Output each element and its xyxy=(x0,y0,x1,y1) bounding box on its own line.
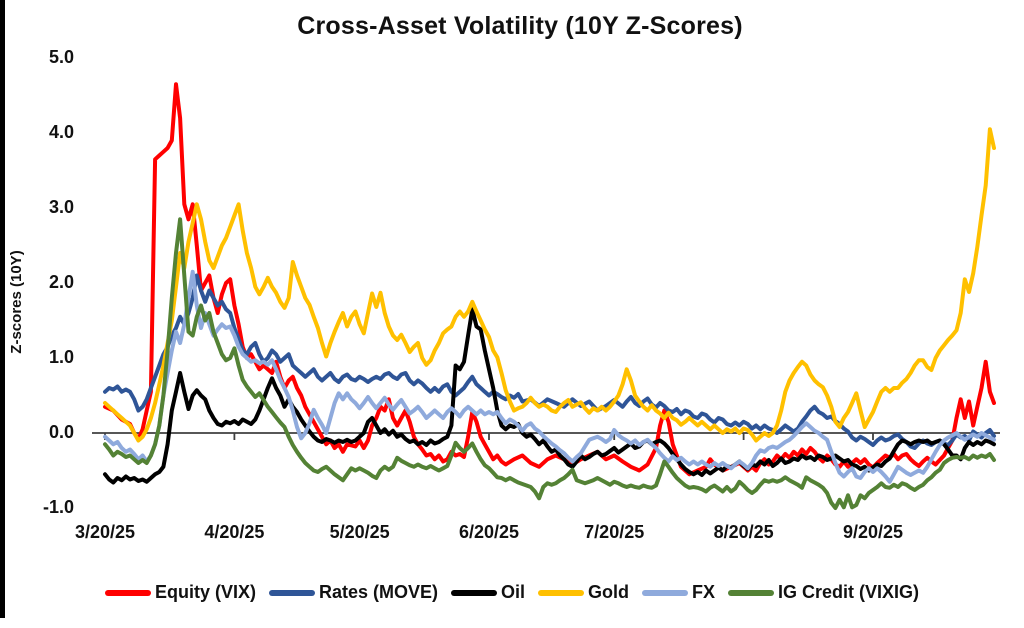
legend-item-ig-credit-vixig: IG Credit (VIXIG) xyxy=(728,582,919,603)
legend-label: Oil xyxy=(501,582,526,602)
x-axis-tick-label: 6/20/25 xyxy=(458,522,520,542)
legend-swatch-gold xyxy=(538,589,585,596)
y-axis-tick-label: 2.0 xyxy=(48,272,74,292)
legend-item-gold: Gold xyxy=(538,582,629,603)
y-axis-tick-label: 0.0 xyxy=(48,422,74,442)
chart-legend: Equity (VIX) Rates (MOVE) Oil Gold FX IG Cred… xyxy=(0,582,1024,603)
x-axis-tick-label: 3/20/25 xyxy=(74,522,136,542)
x-axis-tick-label: 5/20/25 xyxy=(329,522,390,542)
legend-label: FX xyxy=(692,582,716,602)
x-axis-tick-label: 4/20/25 xyxy=(204,522,265,542)
series-line-fx xyxy=(103,269,996,484)
legend-swatch-fx xyxy=(642,589,689,596)
legend-swatch-oil xyxy=(451,589,497,596)
y-axis-tick-label: 3.0 xyxy=(48,197,74,217)
legend-item-oil: Oil xyxy=(451,582,525,603)
y-axis-tick-label: -1.0 xyxy=(42,497,74,517)
y-axis-tick-label: 1.0 xyxy=(48,347,74,367)
y-axis-tick-label: 4.0 xyxy=(48,122,74,142)
x-axis-tick-label: 9/20/25 xyxy=(842,522,904,542)
legend-swatch-ig-credit-vixig xyxy=(728,589,775,596)
legend-swatch-rates-move xyxy=(268,589,315,596)
chart-title: Cross-Asset Volatility (10Y Z-Scores) xyxy=(297,12,743,40)
legend-item-rates-move: Rates (MOVE) xyxy=(268,582,438,603)
legend-label: Gold xyxy=(588,582,630,602)
series-line-ig-credit-vixig xyxy=(103,217,996,510)
legend-item-equity-vix: Equity (VIX) xyxy=(104,582,256,603)
x-axis-tick-label: 7/20/25 xyxy=(584,522,645,542)
legend-label: IG Credit (VIXIG) xyxy=(778,582,920,602)
y-axis-tick-label: 5.0 xyxy=(48,47,74,67)
series-line-gold xyxy=(103,127,996,443)
left-border-line xyxy=(0,0,5,618)
series-line-oil xyxy=(103,307,996,485)
legend-item-fx: FX xyxy=(642,582,715,603)
x-axis-tick-label: 8/20/25 xyxy=(713,522,774,542)
legend-label: Equity (VIX) xyxy=(154,582,256,602)
legend-swatch-equity-vix xyxy=(104,589,151,596)
legend-label: Rates (MOVE) xyxy=(318,582,438,602)
